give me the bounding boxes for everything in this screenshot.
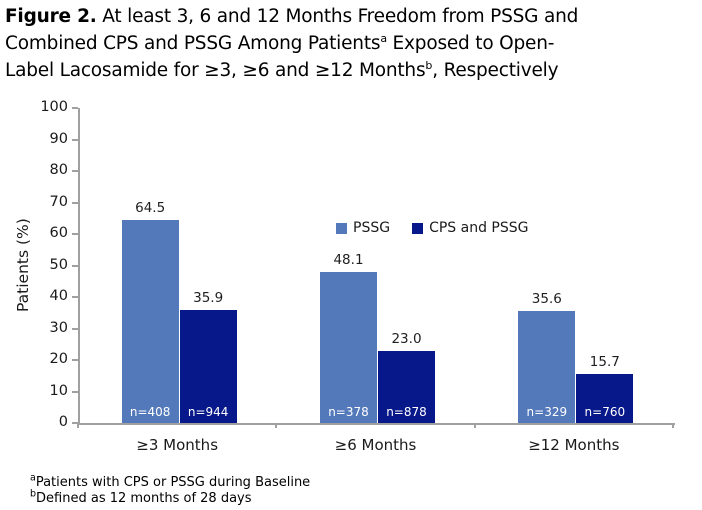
category-label-12-months: ≥12 Months — [528, 436, 620, 454]
category-label-3-months: ≥3 Months — [136, 436, 219, 454]
y-tick-mark — [72, 107, 78, 109]
text-segment: Figure 2. — [5, 6, 97, 27]
text-segment: Combined CPS and PSSG Among Patients — [5, 33, 381, 54]
y-tick-mark — [72, 327, 78, 330]
legend-item-cps-and-pssg: CPS and PSSG — [412, 220, 529, 236]
legend-label-pssg: PSSG — [353, 220, 391, 236]
bar-cps-and-pssg-6-months: 23.0 n=878 — [378, 331, 435, 423]
bar-cps-and-pssg-3-months: 35.9 n=944 — [179, 290, 237, 423]
text-segment: Patients with CPS or PSSG during Baselin… — [35, 475, 311, 490]
y-tick-mark — [72, 138, 78, 141]
y-tick-label: 80 — [49, 162, 68, 178]
bar-pssg-12-months: 35.6 n=329 — [518, 291, 576, 423]
legend: PSSG CPS and PSSG — [336, 220, 529, 236]
x-tick-mark — [275, 423, 278, 428]
category-label-6-months: ≥6 Months — [334, 436, 417, 454]
y-tick-label: 90 — [49, 130, 68, 147]
bar-n-label: n=329 — [526, 405, 568, 419]
figure-title: Figure 2. At least 3, 6 and 12 Months Fr… — [5, 3, 578, 84]
text-line: Figure 2. At least 3, 6 and 12 Months Fr… — [5, 3, 578, 30]
text-line: Combined CPS and PSSG Among Patientsa Ex… — [5, 30, 578, 57]
text-segment: , Respectively — [432, 60, 559, 81]
bar-value-label: 48.1 — [333, 251, 364, 268]
bar-n-label: n=408 — [129, 405, 171, 419]
y-tick-label: 50 — [49, 256, 68, 273]
superscript: a — [30, 472, 36, 484]
bar-value-label: 64.5 — [135, 199, 166, 216]
bar-value-label: 15.7 — [589, 353, 620, 370]
x-tick-mark — [672, 423, 674, 428]
y-tick-label: 40 — [49, 288, 68, 304]
x-tick-mark — [77, 423, 79, 428]
y-tick-label: 0 — [58, 414, 68, 430]
y-tick-label: 60 — [49, 225, 68, 241]
y-tick-mark — [72, 264, 78, 267]
legend-swatch-pssg-icon — [336, 222, 347, 234]
text-line: Label Lacosamide for ≥3, ≥6 and ≥12 Mont… — [5, 57, 578, 84]
legend-swatch-cps-and-pssg-icon — [412, 222, 424, 234]
y-tick-label: 10 — [49, 382, 68, 399]
bar-n-label: n=760 — [584, 405, 626, 419]
bar-cps-and-pssg-12-months: 15.7 n=760 — [576, 354, 634, 423]
bar-pssg-3-months: 64.5 n=408 — [121, 200, 179, 423]
text-segment: Label Lacosamide for ≥3, ≥6 and ≥12 Mont… — [5, 60, 426, 81]
text-segment: At least 3, 6 and 12 Months Freedom from… — [96, 6, 579, 27]
bar-value-label: 35.9 — [193, 289, 224, 306]
superscript: b — [30, 488, 37, 500]
text-segment: Defined as 12 months of 28 days — [36, 490, 252, 506]
legend-item-pssg: PSSG — [336, 220, 390, 236]
bar-n-label: n=944 — [187, 405, 229, 419]
y-tick-mark — [72, 296, 78, 298]
y-tick-label: 100 — [40, 99, 68, 115]
text-segment: Exposed to Open- — [386, 33, 555, 54]
text-line: aPatients with CPS or PSSG during Baseli… — [30, 472, 311, 491]
y-tick-mark — [72, 233, 78, 235]
bar-pssg-6-months: 48.1 n=378 — [320, 252, 377, 423]
y-tick-label: 20 — [49, 351, 68, 367]
superscript: a — [380, 31, 387, 45]
y-tick-mark — [72, 422, 78, 424]
bar-value-label: 35.6 — [531, 290, 562, 307]
y-tick-label: 70 — [49, 193, 68, 210]
superscript: b — [425, 58, 433, 72]
footnotes: aPatients with CPS or PSSG during Baseli… — [30, 472, 311, 507]
bar-n-label: n=878 — [386, 405, 427, 419]
y-tick-mark — [72, 170, 78, 172]
bar-n-label: n=378 — [328, 405, 369, 419]
y-tick-label: 30 — [49, 319, 68, 336]
y-tick-mark — [72, 201, 78, 204]
bar-value-label: 23.0 — [391, 330, 422, 347]
y-tick-mark — [72, 359, 78, 361]
x-tick-mark — [473, 423, 476, 428]
plot-area: PSSG CPS and PSSG 64.5 n=408 35.9 n=944 48.1… — [78, 108, 675, 425]
text-line: bDefined as 12 months of 28 days — [30, 488, 310, 507]
y-tick-mark — [72, 390, 78, 393]
legend-label-cps-and-pssg: CPS and PSSG — [429, 220, 529, 236]
